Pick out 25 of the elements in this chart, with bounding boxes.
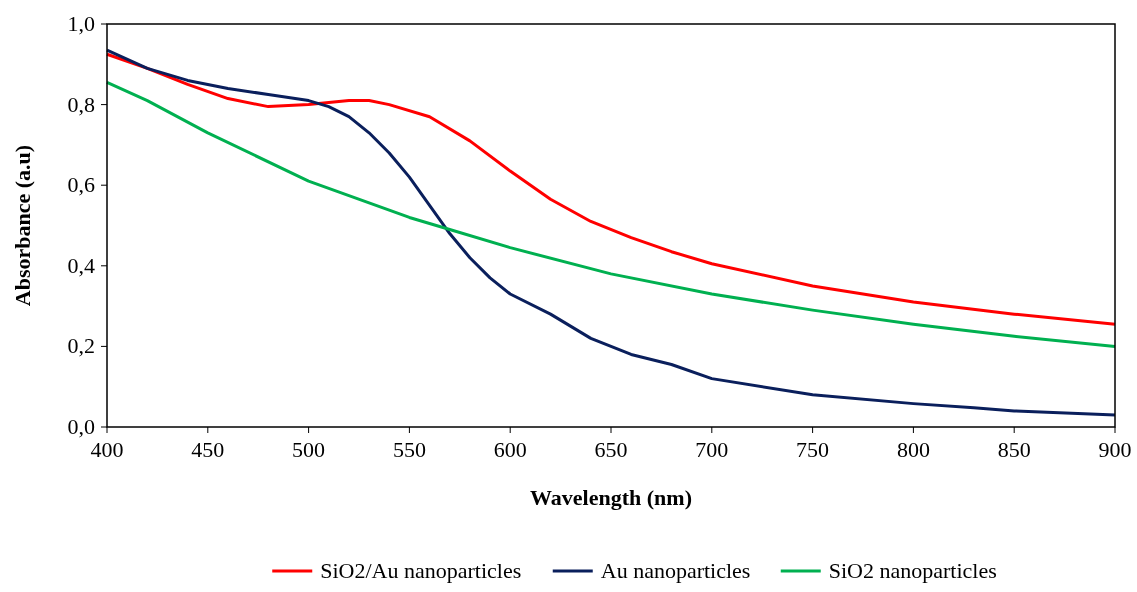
y-axis-title: Absorbance (a.u) xyxy=(10,144,35,307)
legend-label: SiO2 nanoparticles xyxy=(828,558,997,583)
line-series xyxy=(105,52,1117,326)
y-tick-label: 0,4 xyxy=(67,252,95,278)
y-tick-label: 1,0 xyxy=(67,11,95,36)
x-axis-title: Wavelength (nm) xyxy=(530,485,692,510)
x-tick-label: 850 xyxy=(997,437,1031,462)
x-tick-label: 750 xyxy=(796,437,830,462)
x-tick-label: 700 xyxy=(695,437,729,462)
legend-label: SiO2/Au nanoparticles xyxy=(320,558,522,583)
line-series xyxy=(105,80,1117,348)
y-tick-label: 0,6 xyxy=(67,172,95,198)
x-tick-label: 650 xyxy=(594,437,628,462)
x-tick-label: 600 xyxy=(493,437,527,462)
x-tick-label: 450 xyxy=(191,437,225,462)
line-series xyxy=(105,48,1117,417)
legend-label: Au nanoparticles xyxy=(600,558,751,583)
y-tick-label: 0,2 xyxy=(67,333,95,359)
y-tick-label: 0,8 xyxy=(67,91,95,117)
x-tick-label: 800 xyxy=(896,437,930,462)
x-tick-label: 500 xyxy=(292,437,326,462)
x-tick-label: 400 xyxy=(90,437,124,462)
x-tick-label: 900 xyxy=(1098,437,1132,462)
y-tick-label: 0,0 xyxy=(67,414,95,439)
x-tick-label: 550 xyxy=(392,437,426,462)
